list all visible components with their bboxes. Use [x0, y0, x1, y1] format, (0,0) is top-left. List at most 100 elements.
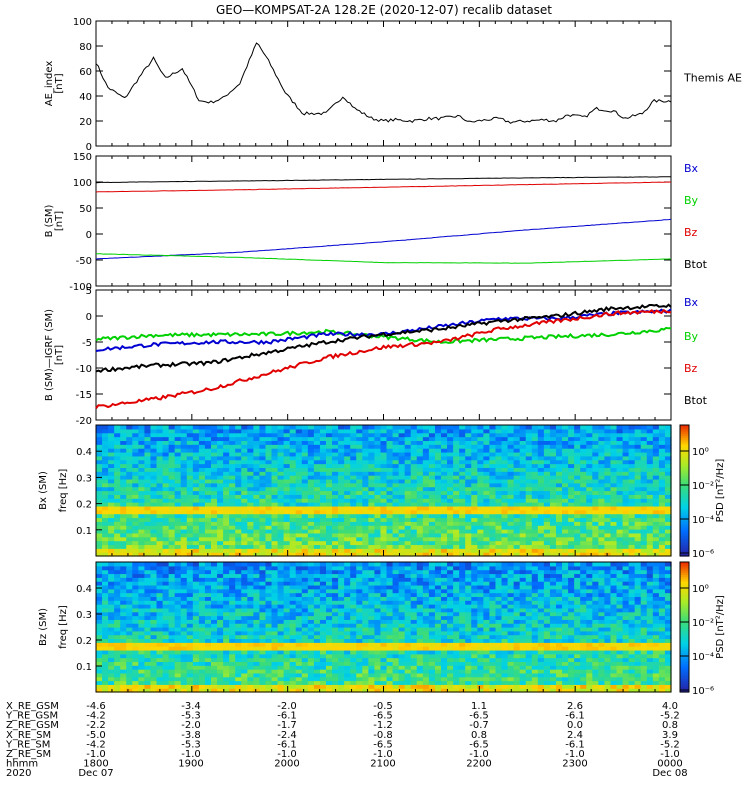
heatmap-cell	[574, 498, 581, 502]
heatmap-cell	[290, 635, 297, 639]
heatmap-cell	[580, 506, 587, 510]
heatmap-cell	[647, 544, 654, 548]
heatmap-cell	[150, 677, 157, 681]
heatmap-cell	[229, 585, 236, 589]
heatmap-cell	[108, 487, 115, 491]
heatmap-cell	[574, 529, 581, 533]
heatmap-cell	[175, 616, 182, 620]
heatmap-cell	[550, 471, 557, 475]
heatmap-cell	[126, 448, 133, 452]
heatmap-cell	[489, 464, 496, 468]
heatmap-cell	[320, 562, 327, 566]
heatmap-cell	[247, 642, 254, 646]
heatmap-cell	[332, 650, 339, 654]
heatmap-cell	[284, 464, 291, 468]
heatmap-cell	[459, 502, 466, 506]
heatmap-cell	[205, 642, 212, 646]
heatmap-cell	[211, 448, 218, 452]
heatmap-cell	[205, 506, 212, 510]
heatmap-cell	[423, 456, 430, 460]
heatmap-cell	[259, 661, 266, 665]
heatmap-cell	[229, 475, 236, 479]
heatmap-cell	[229, 437, 236, 441]
heatmap-cell	[199, 448, 206, 452]
heatmap-cell	[296, 467, 303, 471]
heatmap-cell	[199, 577, 206, 581]
heatmap-cell	[211, 585, 218, 589]
heatmap-cell	[568, 510, 575, 514]
heatmap-cell	[429, 471, 436, 475]
heatmap-cell	[211, 573, 218, 577]
heatmap-cell	[265, 638, 272, 642]
heatmap-cell	[211, 646, 218, 650]
heatmap-cell	[253, 673, 260, 677]
heatmap-cell	[126, 475, 133, 479]
heatmap-cell	[187, 654, 194, 658]
heatmap-cell	[489, 529, 496, 533]
heatmap-cell	[259, 448, 266, 452]
heatmap-cell	[623, 521, 630, 525]
heatmap-cell	[362, 479, 369, 483]
heatmap-cell	[314, 429, 321, 433]
heatmap-cell	[290, 533, 297, 537]
heatmap-cell	[550, 440, 557, 444]
heatmap-cell	[187, 604, 194, 608]
heatmap-cell	[290, 654, 297, 658]
heatmap-cell	[223, 600, 230, 604]
heatmap-cell	[199, 646, 206, 650]
heatmap-cell	[187, 593, 194, 597]
heatmap-cell	[580, 548, 587, 552]
heatmap-cell	[508, 479, 515, 483]
heatmap-cell	[108, 456, 115, 460]
heatmap-cell	[278, 596, 285, 600]
heatmap-cell	[102, 654, 109, 658]
heatmap-cell	[278, 506, 285, 510]
heatmap-cell	[338, 533, 345, 537]
heatmap-cell	[114, 525, 121, 529]
heatmap-cell	[169, 673, 176, 677]
heatmap-cell	[374, 471, 381, 475]
heatmap-cell	[181, 596, 188, 600]
heatmap-cell	[344, 548, 351, 552]
heatmap-cell	[635, 437, 642, 441]
heatmap-cell	[405, 548, 412, 552]
heatmap-cell	[138, 684, 145, 688]
heatmap-cell	[217, 467, 224, 471]
heatmap-cell	[610, 510, 617, 514]
heatmap-cell	[314, 479, 321, 483]
heatmap-cell	[241, 573, 248, 577]
heatmap-cell	[629, 548, 636, 552]
heatmap-cell	[502, 533, 509, 537]
heatmap-cell	[223, 631, 230, 635]
heatmap-cell	[259, 452, 266, 456]
heatmap-cell	[574, 506, 581, 510]
heatmap-cell	[205, 440, 212, 444]
heatmap-cell	[284, 658, 291, 662]
heatmap-cell	[175, 521, 182, 525]
heatmap-cell	[259, 604, 266, 608]
heatmap-cell	[629, 452, 636, 456]
heatmap-cell	[399, 479, 406, 483]
heatmap-cell	[332, 491, 339, 495]
heatmap-cell	[532, 483, 539, 487]
heatmap-cell	[641, 544, 648, 548]
heatmap-cell	[181, 456, 188, 460]
heatmap-cell	[592, 537, 599, 541]
heatmap-cell	[659, 517, 666, 521]
heatmap-cell	[150, 464, 157, 468]
heatmap-cell	[320, 596, 327, 600]
heatmap-cell	[586, 548, 593, 552]
heatmap-cell	[302, 537, 309, 541]
heatmap-cell	[181, 642, 188, 646]
heatmap-cell	[284, 498, 291, 502]
heatmap-cell	[314, 661, 321, 665]
heatmap-cell	[259, 460, 266, 464]
heatmap-cell	[181, 440, 188, 444]
heatmap-cell	[181, 537, 188, 541]
heatmap-cell	[241, 570, 248, 574]
heatmap-cell	[629, 498, 636, 502]
heatmap-cell	[423, 440, 430, 444]
heatmap-cell	[538, 483, 545, 487]
heatmap-cell	[387, 514, 394, 518]
heatmap-cell	[96, 562, 103, 566]
